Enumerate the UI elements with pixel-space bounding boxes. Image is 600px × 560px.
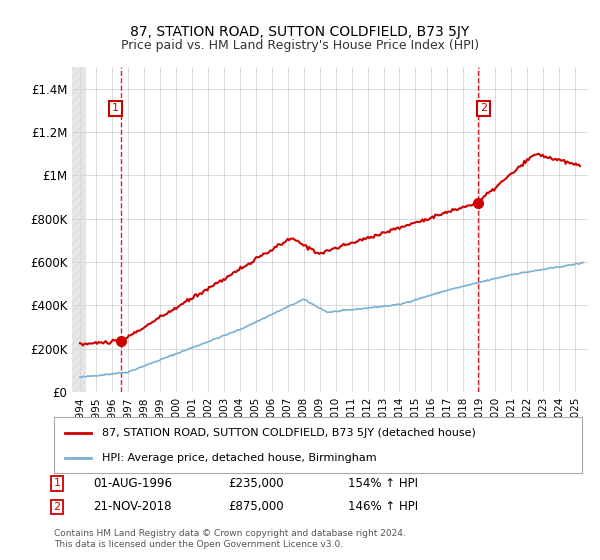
- Text: HPI: Average price, detached house, Birmingham: HPI: Average price, detached house, Birm…: [101, 452, 376, 463]
- Text: 01-AUG-1996: 01-AUG-1996: [93, 477, 172, 490]
- Text: Contains HM Land Registry data © Crown copyright and database right 2024.
This d: Contains HM Land Registry data © Crown c…: [54, 529, 406, 549]
- Text: 87, STATION ROAD, SUTTON COLDFIELD, B73 5JY (detached house): 87, STATION ROAD, SUTTON COLDFIELD, B73 …: [101, 428, 475, 438]
- Text: 21-NOV-2018: 21-NOV-2018: [93, 500, 172, 514]
- Text: 2: 2: [479, 104, 487, 113]
- Bar: [72, 67, 86, 392]
- Text: 1: 1: [53, 478, 61, 488]
- Text: Price paid vs. HM Land Registry's House Price Index (HPI): Price paid vs. HM Land Registry's House …: [121, 39, 479, 52]
- Text: £235,000: £235,000: [228, 477, 284, 490]
- Text: 146% ↑ HPI: 146% ↑ HPI: [348, 500, 418, 514]
- Text: £875,000: £875,000: [228, 500, 284, 514]
- Text: 2: 2: [53, 502, 61, 512]
- Text: 1: 1: [112, 104, 119, 113]
- Text: 87, STATION ROAD, SUTTON COLDFIELD, B73 5JY: 87, STATION ROAD, SUTTON COLDFIELD, B73 …: [130, 25, 470, 39]
- Text: 154% ↑ HPI: 154% ↑ HPI: [348, 477, 418, 490]
